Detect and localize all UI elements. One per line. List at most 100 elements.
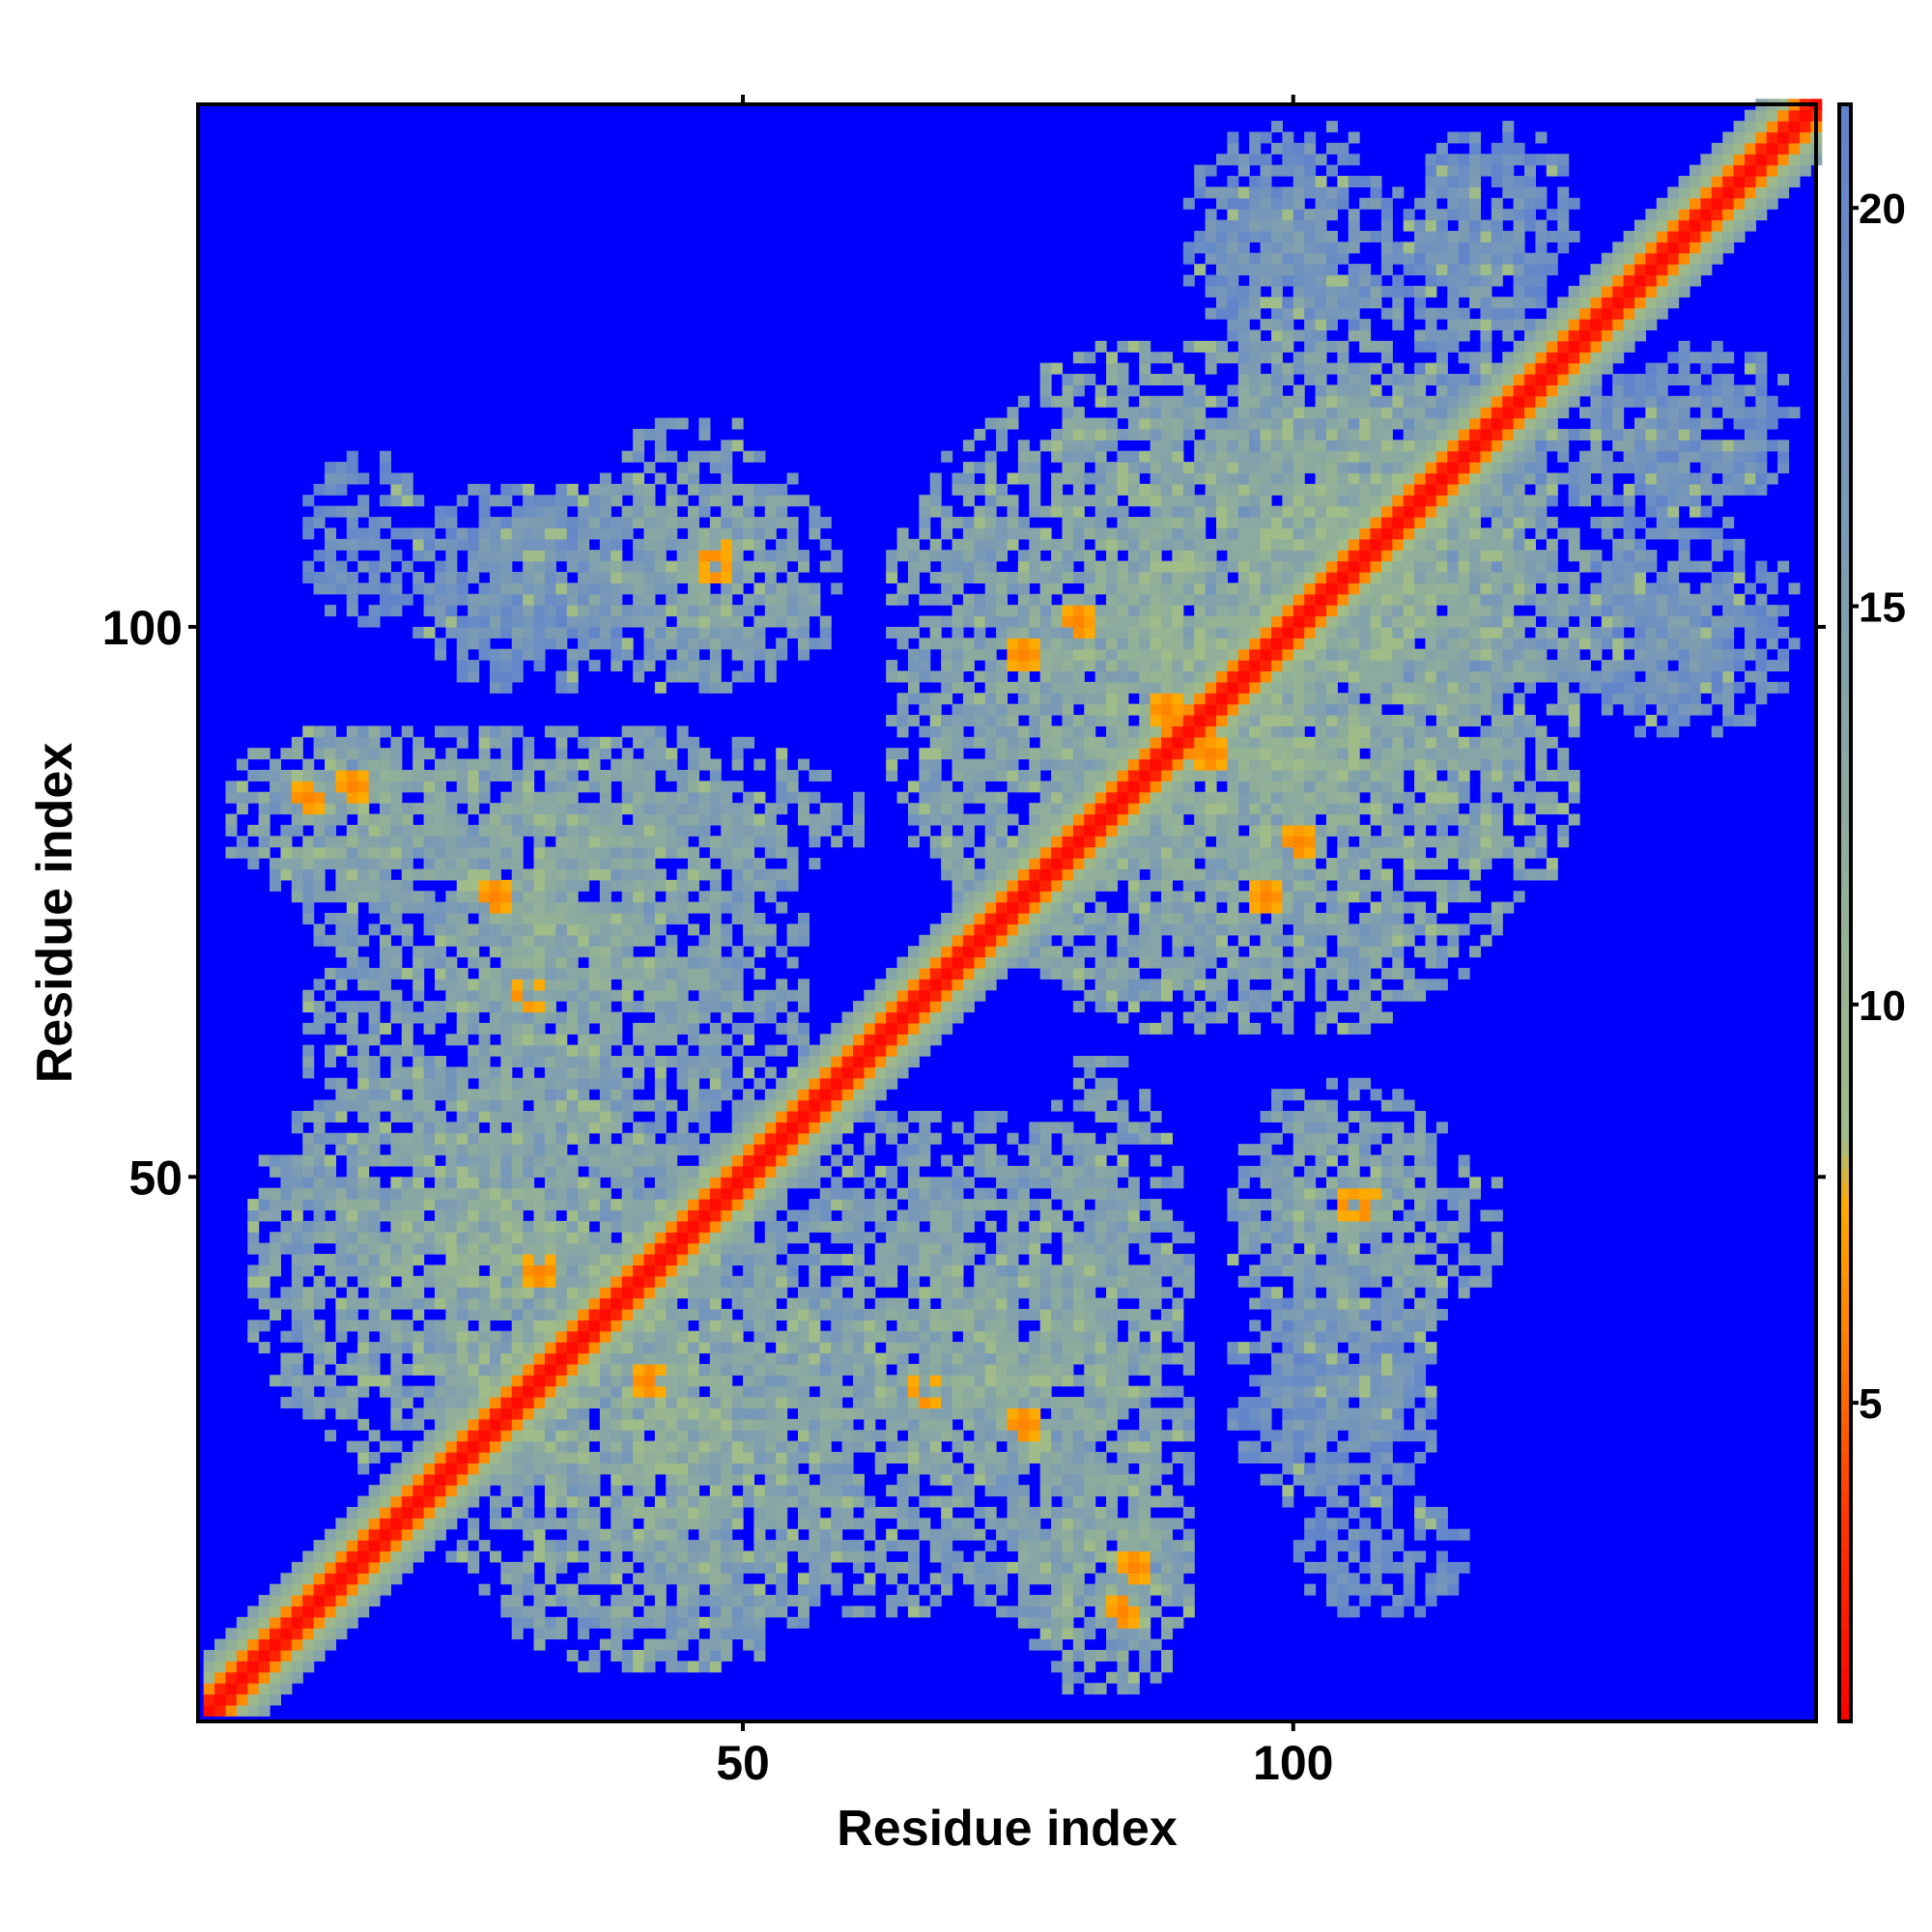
heatmap-cell: [578, 781, 590, 793]
heatmap-cell: [896, 626, 909, 639]
heatmap-cell: [258, 1254, 270, 1266]
heatmap-cell: [291, 781, 303, 793]
heatmap-cell: [621, 725, 634, 738]
heatmap-cell: [302, 1407, 315, 1420]
heatmap-cell: [511, 527, 524, 540]
heatmap-cell: [544, 803, 556, 815]
heatmap-cell: [346, 1550, 358, 1563]
heatmap-cell: [380, 1440, 391, 1453]
heatmap-cell: [611, 1308, 623, 1321]
heatmap-cell: [731, 1320, 744, 1332]
heatmap-cell: [698, 1540, 711, 1552]
heatmap-cell: [984, 472, 997, 485]
heatmap-cell: [390, 1320, 403, 1332]
heatmap-cell: [753, 813, 766, 826]
heatmap-cell: [368, 1242, 381, 1255]
heatmap-cell: [984, 1275, 997, 1288]
heatmap-cell: [500, 1011, 513, 1024]
heatmap-cell: [753, 450, 766, 463]
heatmap-cell: [302, 1638, 315, 1651]
heatmap-cell: [500, 1518, 513, 1530]
heatmap-cell: [786, 989, 799, 1002]
heatmap-cell: [974, 1209, 986, 1222]
heatmap-cell: [688, 462, 700, 474]
heatmap-cell: [764, 1463, 777, 1475]
heatmap-cell: [952, 670, 964, 683]
heatmap-cell: [676, 1209, 689, 1222]
heatmap-cell: [302, 1254, 315, 1266]
heatmap-cell: [698, 813, 711, 826]
heatmap-cell: [588, 858, 601, 870]
heatmap-cell: [721, 560, 733, 573]
heatmap-cell: [929, 1375, 942, 1387]
heatmap-cell: [907, 813, 920, 826]
heatmap-cell: [335, 813, 348, 826]
heatmap-cell: [313, 1232, 326, 1244]
heatmap-cell: [302, 725, 315, 738]
heatmap-cell: [886, 1605, 898, 1618]
heatmap-cell: [578, 1385, 590, 1398]
heatmap-cell: [621, 1044, 634, 1057]
heatmap-cell: [731, 967, 744, 980]
heatmap-cell: [819, 1540, 832, 1552]
heatmap-cell: [907, 1144, 920, 1156]
heatmap-cell: [468, 824, 480, 837]
heatmap-cell: [599, 527, 611, 540]
heatmap-cell: [776, 1122, 788, 1134]
heatmap-cell: [688, 979, 700, 991]
heatmap-cell: [489, 1220, 501, 1233]
heatmap-cell: [346, 736, 358, 749]
heatmap-cell: [325, 1132, 337, 1145]
heatmap-cell: [380, 1022, 391, 1035]
heatmap-cell: [941, 1275, 953, 1288]
heatmap-cell: [952, 748, 964, 760]
heatmap-cell: [434, 593, 446, 606]
heatmap-cell: [335, 736, 348, 749]
heatmap-cell: [346, 1034, 358, 1046]
heatmap-cell: [368, 1220, 381, 1233]
heatmap-cell: [698, 538, 711, 551]
heatmap-cell: [764, 891, 777, 903]
heatmap-cell: [643, 638, 656, 650]
heatmap-cell: [698, 1199, 711, 1211]
heatmap-cell: [346, 582, 358, 595]
heatmap-cell: [412, 1473, 425, 1486]
heatmap-cell: [401, 1232, 413, 1244]
heatmap-cell: [941, 1242, 953, 1255]
heatmap-cell: [776, 879, 788, 892]
heatmap-cell: [952, 1342, 964, 1354]
heatmap-cell: [633, 1495, 645, 1508]
heatmap-cell: [809, 791, 821, 804]
heatmap-cell: [743, 1605, 755, 1618]
heatmap-cell: [478, 1022, 491, 1035]
heatmap-cell: [952, 868, 964, 881]
heatmap-cell: [511, 1352, 524, 1365]
heatmap-cell: [357, 1187, 370, 1200]
heatmap-cell: [874, 1407, 887, 1420]
heatmap-cell: [633, 505, 645, 518]
heatmap-cell: [974, 813, 986, 826]
heatmap-cell: [786, 517, 799, 529]
heatmap-cell: [468, 934, 480, 947]
heatmap-cell: [753, 538, 766, 551]
heatmap-cell: [666, 1375, 678, 1387]
heatmap-cell: [578, 495, 590, 507]
heatmap-cell: [688, 1011, 700, 1024]
heatmap-cell: [798, 1452, 810, 1463]
heatmap-cell: [731, 1342, 744, 1354]
heatmap-cell: [236, 1693, 248, 1706]
heatmap-cell: [500, 1177, 513, 1189]
heatmap-cell: [500, 1595, 513, 1607]
heatmap-cell: [896, 1583, 909, 1596]
heatmap-cell: [984, 638, 997, 650]
heatmap-cell: [478, 1363, 491, 1376]
heatmap-cell: [325, 781, 337, 793]
heatmap-cell: [357, 769, 370, 781]
heatmap-cell: [896, 1452, 909, 1463]
heatmap-cell: [919, 1022, 931, 1035]
heatmap-cell: [380, 769, 391, 781]
heatmap-cell: [468, 1418, 480, 1431]
heatmap-cell: [291, 1628, 303, 1640]
heatmap-cell: [588, 1320, 601, 1332]
heatmap-cell: [599, 1034, 611, 1046]
